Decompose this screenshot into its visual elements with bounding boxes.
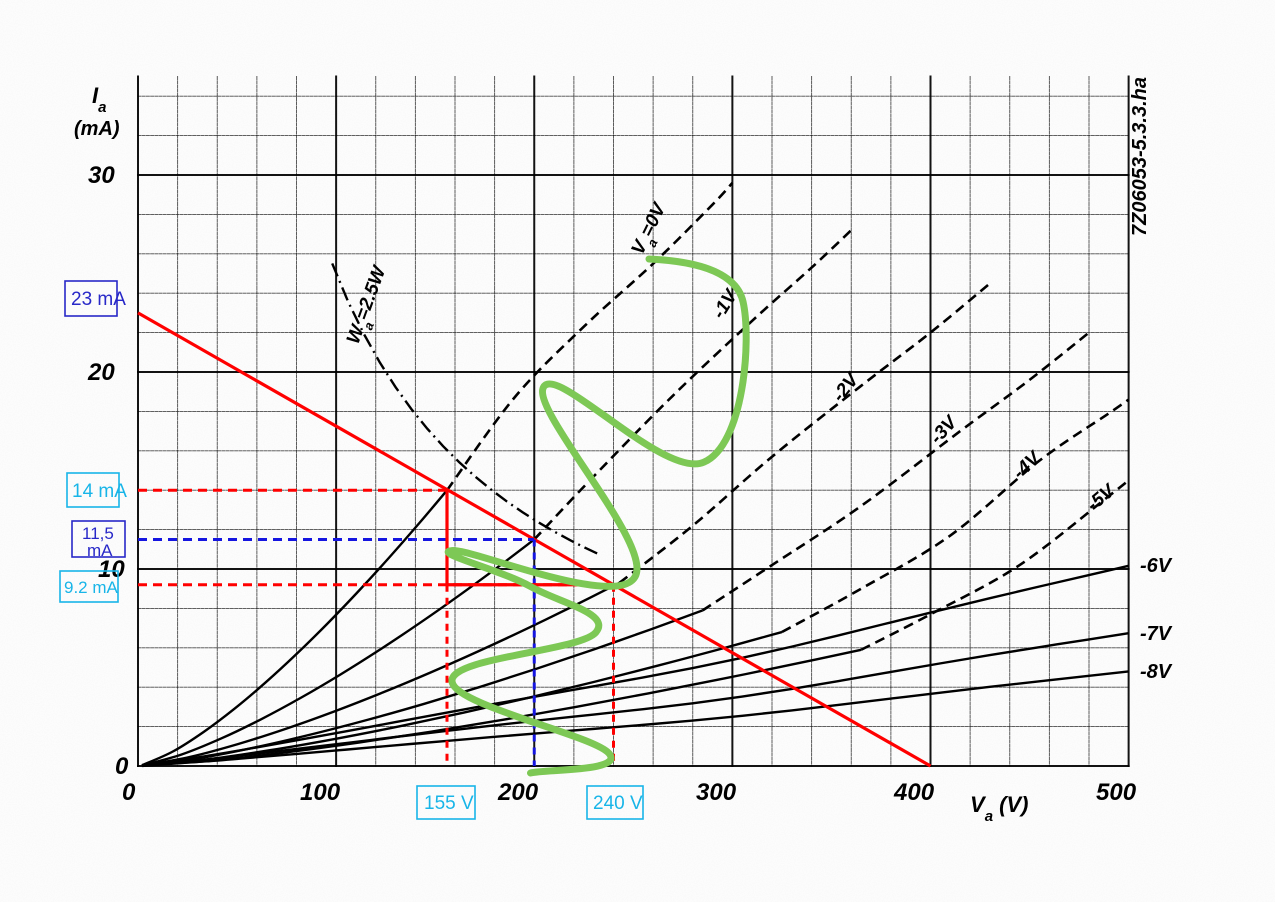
- svg-text:240 V: 240 V: [593, 793, 643, 814]
- svg-text:-8V: -8V: [1140, 661, 1173, 683]
- svg-text:-7V: -7V: [1140, 623, 1173, 645]
- svg-text:300: 300: [696, 779, 737, 806]
- svg-text:mA: mA: [87, 541, 113, 560]
- svg-text:(mA): (mA): [74, 118, 120, 140]
- svg-text:0: 0: [115, 753, 129, 780]
- svg-text:400: 400: [893, 779, 935, 806]
- svg-text:9.2 mA: 9.2 mA: [64, 578, 119, 597]
- svg-text:30: 30: [88, 162, 115, 189]
- svg-text:0: 0: [122, 779, 136, 806]
- svg-text:100: 100: [300, 779, 341, 806]
- svg-text:20: 20: [87, 359, 115, 386]
- svg-text:14 mA: 14 mA: [72, 481, 127, 502]
- svg-text:200: 200: [497, 779, 539, 806]
- svg-text:-6V: -6V: [1140, 555, 1173, 577]
- svg-text:23 mA: 23 mA: [71, 289, 126, 310]
- svg-text:7Z06053-5.3.3.ha: 7Z06053-5.3.3.ha: [1129, 77, 1151, 236]
- svg-text:500: 500: [1096, 779, 1137, 806]
- svg-text:155 V: 155 V: [424, 793, 474, 814]
